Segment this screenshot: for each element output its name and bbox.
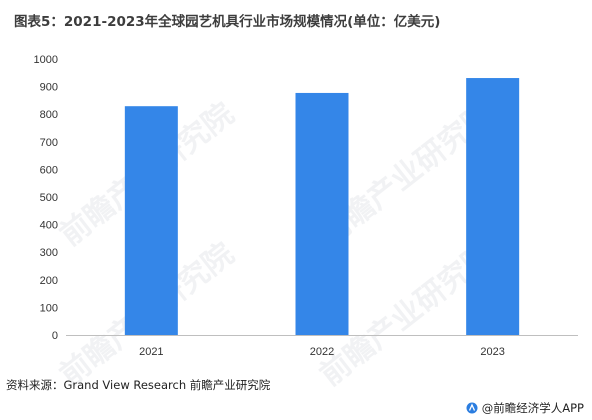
y-tick-label: 500 — [40, 192, 58, 204]
y-axis-ticks: 0 100 200 300 400 500 600 700 800 900 1000 — [34, 54, 58, 342]
brand-footer: @前瞻经济学人APP — [466, 400, 584, 416]
y-tick-label: 200 — [40, 275, 58, 287]
y-tick-label: 300 — [40, 247, 58, 259]
bar-2021 — [124, 106, 178, 335]
y-tick-label: 800 — [40, 109, 58, 121]
brand-text: @前瞻经济学人APP — [481, 401, 584, 415]
x-tick-label: 2021 — [139, 346, 163, 358]
bar-2022 — [295, 92, 349, 335]
y-tick-label: 1000 — [34, 54, 58, 66]
y-tick-label: 900 — [40, 82, 58, 94]
y-tick-label: 700 — [40, 137, 58, 149]
bars — [124, 78, 520, 335]
chart-title: 图表5：2021-2023年全球园艺机具行业市场规模情况(单位：亿美元) — [14, 14, 441, 30]
x-axis-ticks: 2021 2022 2023 — [139, 346, 505, 358]
y-tick-label: 100 — [40, 302, 58, 314]
brand-logo-icon — [466, 402, 478, 414]
bar-2023 — [466, 78, 520, 335]
y-tick-label: 600 — [40, 164, 58, 176]
source-note: 资料来源：Grand View Research 前瞻产业研究院 — [6, 378, 271, 392]
y-tick-label: 400 — [40, 220, 58, 232]
x-tick-label: 2023 — [480, 346, 504, 358]
y-tick-label: 0 — [52, 330, 58, 342]
x-tick-label: 2022 — [310, 346, 334, 358]
